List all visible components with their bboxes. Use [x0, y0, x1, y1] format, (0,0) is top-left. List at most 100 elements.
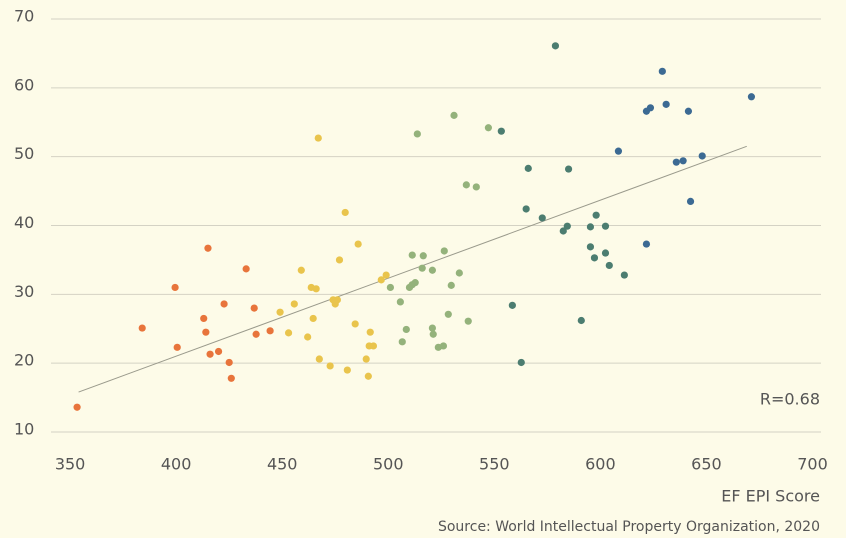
data-point [658, 67, 666, 75]
data-point [214, 347, 223, 356]
data-point [341, 208, 349, 217]
data-point [171, 283, 179, 292]
data-point [472, 183, 480, 191]
data-point [484, 124, 492, 132]
data-point [590, 254, 599, 262]
data-point [227, 374, 235, 382]
data-point [462, 181, 470, 189]
data-point [206, 350, 214, 358]
data-point [428, 324, 436, 332]
data-point [614, 147, 623, 155]
y-tick-label: 10 [14, 420, 34, 439]
data-point [351, 320, 359, 328]
x-tick-label: 350 [55, 455, 86, 474]
data-point [444, 310, 452, 318]
x-tick-label: 450 [267, 455, 298, 474]
data-point [364, 372, 372, 380]
data-point [642, 240, 651, 248]
data-point [538, 214, 546, 222]
data-point [413, 130, 421, 138]
data-point [601, 249, 610, 257]
data-point [354, 240, 362, 248]
data-point [297, 266, 305, 274]
data-point [309, 314, 317, 323]
x-tick-label: 400 [161, 455, 192, 474]
data-point [698, 152, 706, 160]
data-point [620, 271, 628, 279]
data-point [335, 256, 344, 264]
y-tick-label: 70 [14, 7, 34, 26]
data-point [138, 324, 146, 332]
data-point [450, 111, 458, 119]
x-tick-label: 650 [691, 455, 722, 474]
data-point [386, 283, 394, 292]
data-point [646, 104, 655, 112]
data-point [225, 358, 233, 367]
data-point [524, 164, 532, 172]
data-point [284, 329, 293, 337]
y-tick-label: 30 [14, 282, 34, 301]
data-point [672, 158, 680, 166]
data-point [326, 362, 334, 370]
x-tick-label: 500 [373, 455, 404, 474]
x-tick-label: 550 [479, 455, 510, 474]
data-point [563, 222, 571, 230]
data-point [447, 281, 455, 289]
data-point [418, 264, 426, 272]
data-point [250, 304, 258, 312]
data-point [440, 247, 448, 255]
data-point [586, 223, 595, 231]
data-point [333, 296, 341, 304]
data-point [266, 327, 274, 335]
y-tick-label: 50 [14, 144, 34, 163]
data-point [402, 325, 410, 334]
data-point [362, 355, 370, 363]
data-point [592, 211, 600, 219]
data-point [315, 355, 323, 363]
data-point [411, 279, 419, 287]
data-point [200, 314, 208, 323]
data-point [601, 222, 610, 230]
data-point [304, 333, 312, 341]
data-point [242, 265, 250, 273]
data-point [497, 127, 505, 135]
data-point [605, 261, 613, 270]
data-point [314, 134, 322, 142]
data-point [679, 157, 687, 165]
annotation: R=0.68 [760, 390, 820, 409]
x-tick-label: 700 [797, 455, 828, 474]
y-tick-label: 60 [14, 75, 34, 94]
data-point [173, 343, 181, 351]
data-point [73, 403, 81, 411]
data-point [522, 205, 530, 213]
data-point [382, 271, 390, 279]
data-point [747, 93, 756, 101]
data-point [551, 42, 560, 50]
data-point [684, 107, 693, 115]
data-point [517, 358, 525, 367]
data-point [429, 330, 437, 338]
data-point [366, 328, 374, 336]
data-point [276, 308, 284, 316]
data-point [577, 316, 585, 325]
data-point [559, 227, 567, 235]
data-point [290, 300, 298, 308]
data-point [369, 342, 378, 350]
data-point [428, 266, 436, 274]
x-tick-label: 600 [585, 455, 616, 474]
data-point [455, 269, 463, 277]
data-point [312, 285, 320, 293]
data-point [377, 276, 385, 284]
data-point [662, 100, 670, 108]
y-tick-label: 20 [14, 351, 34, 370]
x-axis-label: EF EPI Score [721, 487, 820, 506]
data-point [220, 300, 228, 308]
data-point [419, 252, 427, 260]
data-point [408, 251, 416, 259]
source: Source: World Intellectual Property Orga… [438, 519, 820, 535]
data-point [252, 330, 260, 338]
data-point [396, 298, 404, 306]
data-point [464, 317, 472, 325]
